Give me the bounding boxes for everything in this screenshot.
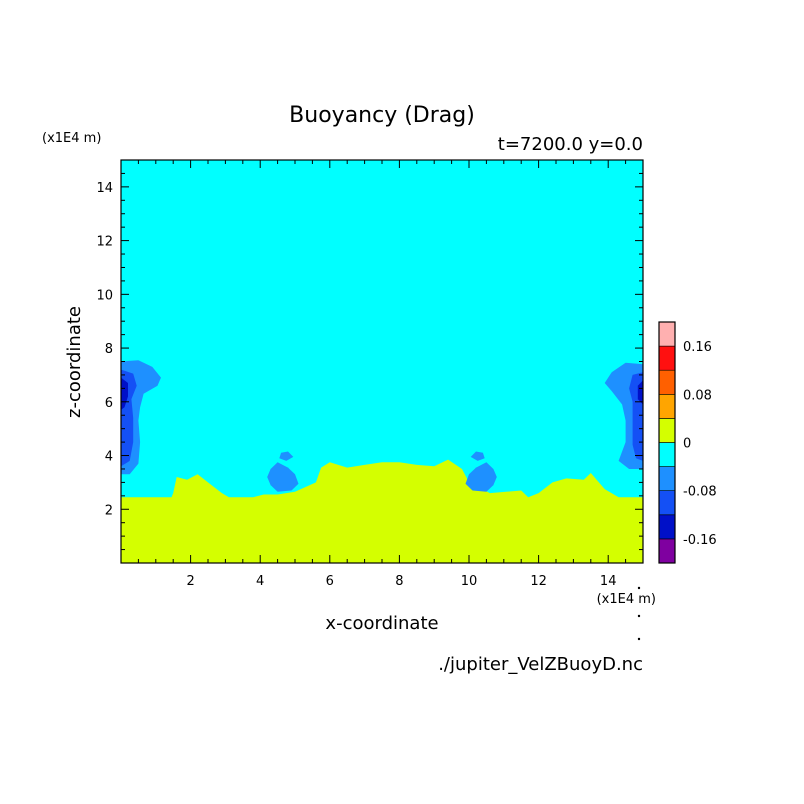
colorbar-swatch [658, 514, 676, 540]
contour-left-center-blob-outer [267, 462, 299, 492]
y-tick-label: 4 [105, 450, 113, 465]
x-axis-unit: (x1E4 m) [597, 592, 656, 607]
contour-right-center-blob-outer [465, 462, 497, 492]
x-tick-label: 8 [395, 574, 403, 589]
y-tick-label: 8 [105, 342, 113, 357]
x-tick-label: 4 [256, 574, 264, 589]
marker-dot [637, 637, 641, 641]
colorbar-label: -0.16 [683, 533, 717, 548]
contour-left-center-blob-top [279, 451, 294, 461]
marker-dot [637, 614, 641, 618]
contour-right-center-blob-top [470, 451, 485, 461]
contour-lower-positive-layer [121, 459, 643, 563]
colorbar-swatch [658, 466, 676, 492]
x-tick-label: 14 [600, 574, 617, 589]
y-axis-unit: (x1E4 m) [42, 131, 101, 146]
colorbar-swatch [658, 418, 676, 443]
colorbar-label: 0.08 [683, 388, 712, 403]
x-tick-label: 10 [461, 574, 478, 589]
y-tick-label: 12 [96, 235, 113, 250]
y-tick-label: 10 [96, 288, 113, 303]
x-axis-label: x-coordinate [325, 613, 438, 634]
colorbar-swatch [658, 490, 676, 516]
colorbar-swatch [658, 345, 676, 371]
x-tick-label: 2 [186, 574, 194, 589]
x-tick-label: 6 [326, 574, 334, 589]
chart-title: Buoyancy (Drag) [289, 103, 475, 128]
colorbar-label: 0 [683, 437, 691, 452]
x-tick-label: 12 [530, 574, 547, 589]
chart-subtitle: t=7200.0 y=0.0 [498, 134, 643, 155]
source-filename: ./jupiter_VelZBuoyD.nc [438, 654, 643, 675]
y-axis-label: z-coordinate [64, 306, 85, 418]
colorbar-label: 0.16 [683, 340, 712, 355]
colorbar-swatch [658, 393, 676, 419]
y-tick-label: 14 [96, 181, 113, 196]
colorbar-swatch [658, 538, 676, 564]
colorbar-swatch [658, 321, 676, 347]
colorbar-swatch [658, 369, 676, 395]
marker-dot [637, 586, 641, 590]
contour-right-edge-plume-core [637, 380, 643, 405]
y-tick-label: 6 [105, 396, 113, 411]
y-tick-label: 2 [105, 503, 113, 518]
colorbar-swatch [658, 442, 676, 467]
colorbar-frame [658, 321, 676, 564]
colorbar-label: -0.08 [683, 485, 717, 500]
